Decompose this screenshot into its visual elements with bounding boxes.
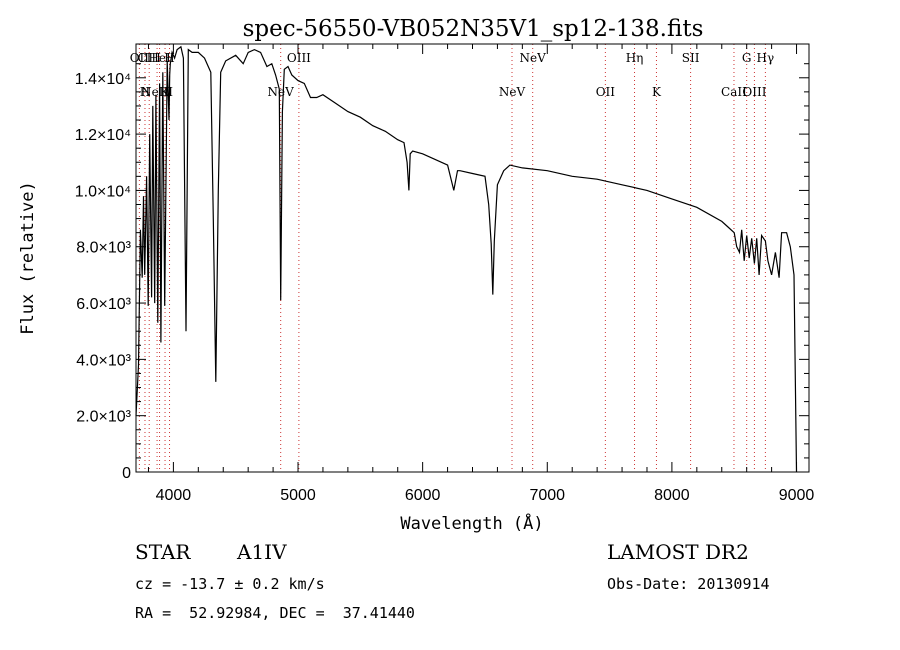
y-tick-label: 0 <box>122 465 131 482</box>
line-marker-label: H <box>140 85 150 99</box>
survey-name: LAMOST DR2 <box>607 540 749 564</box>
y-tick-label: 4.0×10³ <box>76 352 131 369</box>
x-tick-label: 7000 <box>529 487 565 504</box>
line-marker-label: OII <box>130 51 150 65</box>
y-tick-label: 6.0×10³ <box>76 296 131 313</box>
y-axis-label: Flux (relative) <box>18 181 38 335</box>
x-tick-label: 9000 <box>779 487 815 504</box>
y-tick-label: 1.4×10⁴ <box>75 71 131 88</box>
subclass: A1IV <box>237 540 287 564</box>
line-marker-label: K <box>161 85 171 99</box>
line-marker-label: NeV <box>499 85 526 99</box>
spectrum-line <box>135 45 798 473</box>
line-marker-label: G <box>742 51 752 65</box>
x-tick-label: 4000 <box>156 487 192 504</box>
line-marker-label: Hη <box>626 51 644 65</box>
line-marker-label: K <box>652 85 662 99</box>
line-marker-label: NeV <box>520 51 547 65</box>
line-marker-label: H <box>164 51 174 65</box>
line-marker-label: NeV <box>268 85 295 99</box>
x-axis-label: Wavelength (Å) <box>400 512 543 534</box>
redshift-text: cz = -13.7 ± 0.2 km/s <box>135 575 325 593</box>
line-marker-label: HeI <box>148 51 171 65</box>
x-tick-label: 8000 <box>654 487 690 504</box>
line-marker-label: OII <box>596 85 616 99</box>
tick-layer: 4000 5000 6000 7000 8000 9000 0 2.0×10³ 4.0×10³ 6… <box>75 44 815 504</box>
chart-title: spec-56550-VB052N35V1_sp12-138.fits <box>243 16 704 42</box>
y-tick-label: 1.0×10⁴ <box>75 183 131 200</box>
series-layer <box>135 45 798 473</box>
line-marker-label: SII <box>682 51 700 65</box>
coordinates-text: RA = 52.92984, DEC = 37.41440 <box>135 604 415 622</box>
line-marker-label: CaII <box>721 85 747 99</box>
object-type: STAR <box>135 540 191 564</box>
line-marker-label: Hγ <box>757 51 775 65</box>
plot-frame <box>135 43 810 473</box>
y-tick-label: 1.2×10⁴ <box>75 127 131 144</box>
line-marker-layer: OIIHCIIINeIIIHeIKHNeVOIIINeVNeVOIIHηKSII… <box>130 44 774 472</box>
line-marker-label: OIII <box>287 51 311 65</box>
line-marker-label: OIII <box>742 85 766 99</box>
y-tick-label: 8.0×10³ <box>76 240 131 257</box>
x-tick-label: 6000 <box>405 487 441 504</box>
x-tick-label: 5000 <box>280 487 316 504</box>
y-tick-label: 2.0×10³ <box>76 409 131 426</box>
line-marker-label: CIII <box>138 51 162 65</box>
obs-date: Obs-Date: 20130914 <box>607 575 770 593</box>
